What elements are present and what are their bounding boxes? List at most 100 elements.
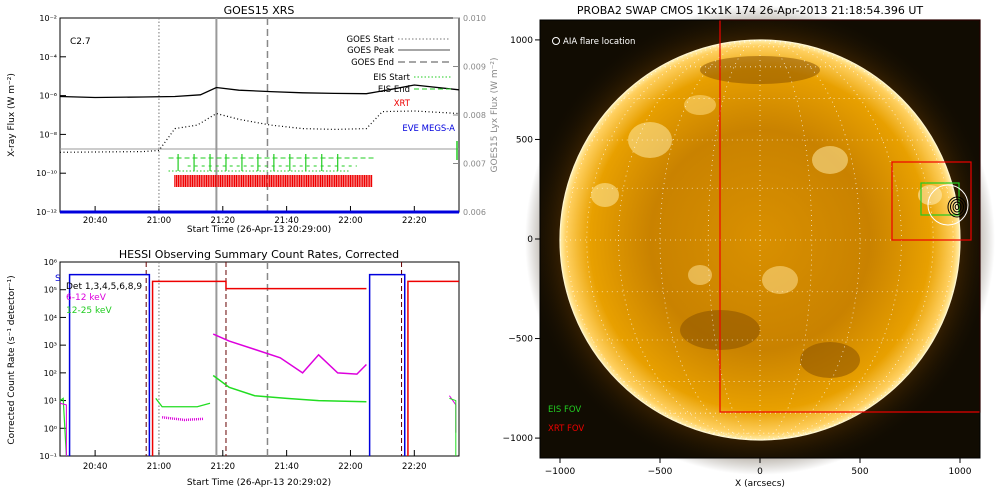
swap-x-tick-label: 500	[851, 467, 868, 477]
hessi-night-block-2	[407, 280, 459, 456]
hessi-traces	[59, 262, 459, 457]
goes-x-tick-label: 21:00	[147, 216, 172, 226]
goes-long-channel-line	[59, 84, 460, 99]
goes-y-tick-label: 10⁻¹⁰	[36, 169, 57, 178]
goes-y2-tick-label: 0.010	[463, 14, 486, 23]
legend-detectors: Det 1,3,4,5,6,8,9	[66, 282, 142, 292]
hessi-x-label: Start Time (26-Apr-13 20:29:02)	[187, 478, 331, 488]
hessi-y-tick-label: 10⁰	[44, 424, 57, 433]
goes-x-tick-label: 22:00	[338, 216, 363, 226]
longitude-line	[759, 40, 861, 440]
hessi-y-tick-label: 10⁵	[44, 286, 57, 295]
hessi-y-tick-label: 10³	[44, 341, 57, 350]
legend-6-12kev: 6-12 keV	[66, 293, 107, 303]
goes-y-tick-label: 10⁻¹²	[36, 208, 57, 217]
swap-y-tick-label: 500	[516, 135, 533, 145]
goes-y-ticks: 10⁻¹² 10⁻¹⁰ 10⁻⁸ 10⁻⁶ 10⁻⁴ 10⁻²	[36, 14, 66, 217]
flare-contours	[947, 196, 967, 218]
legend-goes-end: GOES End	[351, 58, 394, 68]
xrt-fov-label: XRT FOV	[548, 424, 584, 434]
swap-x-tick-label: 1000	[949, 467, 972, 477]
hessi-y-tick-label: 10¹	[44, 397, 57, 406]
xrt-fov-inner-box	[891, 161, 972, 241]
legend-goes-peak: GOES Peak	[347, 46, 394, 56]
goes-y2-label: GOES15 Lyx Flux (W m⁻²)	[490, 58, 500, 173]
goes-x-tick-label: 21:20	[211, 216, 236, 226]
hessi-pre-flare-magenta	[161, 416, 204, 422]
swap-x-tick-label: 0	[757, 467, 763, 477]
longitude-line	[659, 40, 761, 440]
hessi-x-ticks: 20:40 21:00 21:20 21:40 22:00 22:20	[83, 450, 427, 472]
hessi-title: HESSI Observing Summary Count Rates, Cor…	[119, 248, 399, 261]
hessi-x-tick-label: 22:00	[338, 462, 363, 472]
hessi-early-green-trace	[59, 397, 67, 457]
goes-y-tick-label: 10⁻⁸	[39, 130, 57, 139]
hessi-series	[212, 333, 367, 403]
swap-y-ticks: −1000 −500 0 500 1000	[503, 36, 540, 444]
goes-title: GOES15 XRS	[224, 4, 295, 17]
goes-y2-tick-label: 0.007	[463, 160, 486, 169]
legend-eve: EVE MEGS-A	[402, 124, 455, 134]
hessi-plot-frame	[59, 261, 460, 457]
swap-x-ticks: −1000 −500 0 500 1000	[545, 458, 972, 477]
swap-y-tick-label: −1000	[503, 434, 534, 444]
hessi-y-tick-label: 10²	[44, 369, 57, 378]
hessi-x-tick-label: 20:40	[83, 462, 108, 472]
eis-fov-box	[920, 182, 960, 216]
hessi-pre-flare-green	[155, 397, 211, 408]
hessi-legend: S Det 1,3,4,5,6,8,9 6-12 keV 12-25 keV	[55, 274, 142, 316]
hessi-saa-block-1	[68, 273, 151, 456]
goes-y-tick-label: 10⁻²	[39, 14, 57, 23]
hessi-y-tick-label: 10⁴	[44, 313, 57, 322]
goes-legend: GOES Start GOES Peak GOES End EIS Start …	[346, 35, 455, 134]
goes-panel: GOES15 XRS C2.7 10⁻¹²10⁻¹⁰10⁻⁸10⁻⁶10⁻⁴10…	[7, 4, 500, 235]
longitude-line	[618, 40, 761, 440]
hessi-night-block	[151, 280, 367, 456]
flare-legend-circle	[552, 37, 560, 45]
legend-xrt: XRT	[394, 99, 411, 109]
goes-y2-tick-label: 0.006	[463, 208, 486, 217]
longitude-line	[707, 40, 761, 440]
hessi-x-tick-label: 21:40	[274, 462, 299, 472]
goes-x-ticks: 20:40 21:00 21:20 21:40 22:00 22:20	[83, 206, 427, 226]
hessi-late-green-trace	[449, 397, 457, 456]
longitude-line	[759, 40, 813, 440]
goes-y2-tick-label: 0.009	[463, 63, 486, 72]
hessi-6-12kev-line	[212, 333, 367, 375]
goes-short-channel-line	[59, 110, 460, 153]
swap-y-tick-label: −500	[508, 335, 533, 345]
swap-x-tick-label: −500	[648, 467, 673, 477]
legend-s: S	[55, 274, 61, 284]
legend-eis-end: EIS End	[378, 85, 410, 95]
hessi-y-tick-label: 10⁻¹	[39, 452, 57, 461]
goes-x-tick-label: 22:20	[402, 216, 427, 226]
eis-fov-label: EIS FOV	[548, 405, 581, 415]
goes-x-tick-label: 21:40	[274, 216, 299, 226]
swap-y-tick-label: 0	[527, 235, 533, 245]
flare-location-legend: AIA flare location	[552, 37, 635, 47]
swap-panel: PROBA2 SWAP CMOS 1Kx1K 174 26-Apr-2013 2…	[503, 4, 995, 489]
hessi-y-label: Corrected Count Rate (s⁻¹ detector⁻¹)	[7, 275, 17, 444]
hessi-x-tick-label: 22:20	[402, 462, 427, 472]
swap-x-label: X (arcsecs)	[735, 479, 785, 489]
hessi-early-magenta-trace	[59, 402, 67, 456]
swap-y-tick-label: 1000	[510, 36, 533, 46]
goes-series	[59, 84, 460, 214]
goes-y2-ticks: 0.006 0.007 0.008 0.009 0.010	[453, 14, 486, 217]
legend-goes-start: GOES Start	[346, 35, 394, 45]
goes-y-label: X-ray Flux (W m⁻²)	[7, 73, 17, 157]
goes-y-tick-label: 10⁻⁴	[39, 53, 57, 62]
goes-y-tick-label: 10⁻⁶	[39, 92, 57, 101]
goes-y2-tick-label: 0.008	[463, 111, 486, 120]
hessi-12-25kev-line	[212, 374, 367, 403]
hessi-x-tick-label: 21:00	[147, 462, 172, 472]
swap-x-tick-label: −1000	[545, 467, 576, 477]
hessi-panel: HESSI Observing Summary Count Rates, Cor…	[7, 248, 460, 488]
goes-class-label: C2.7	[70, 37, 91, 47]
goes-x-tick-label: 20:40	[83, 216, 108, 226]
hessi-saa-block-2	[368, 273, 406, 456]
aia-flare-circle	[927, 184, 969, 226]
hessi-y-tick-label: 10⁶	[44, 258, 57, 267]
legend-eis-start: EIS Start	[373, 73, 410, 83]
